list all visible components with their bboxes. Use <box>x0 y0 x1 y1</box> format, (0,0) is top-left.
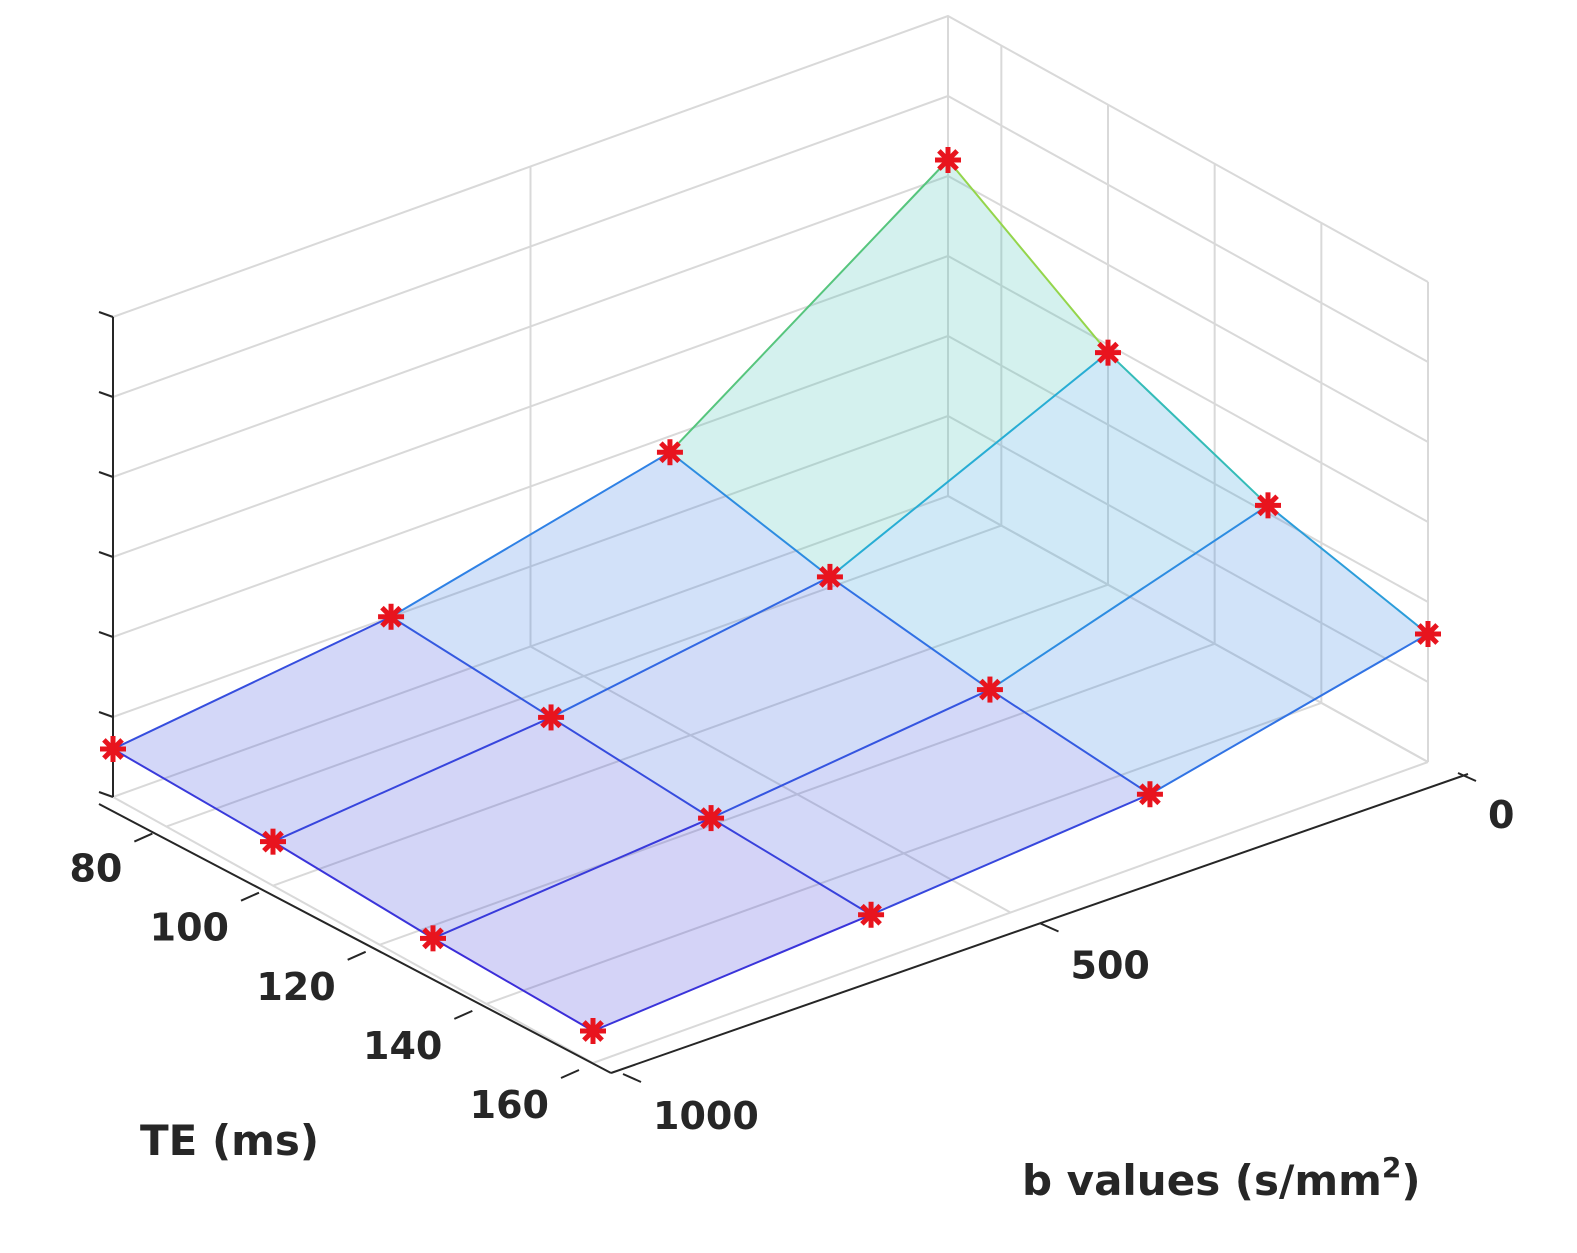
data-point-marker <box>698 805 725 832</box>
surface-patch <box>829 352 1268 690</box>
te-tick <box>347 950 367 961</box>
surface-patch <box>433 818 872 1031</box>
data-point-marker <box>656 439 683 466</box>
marker-layer <box>100 147 1441 1044</box>
data-point-marker <box>1095 339 1121 366</box>
x-axis-label: TE (ms) <box>140 1116 319 1165</box>
data-point-marker <box>816 563 843 590</box>
data-point-marker <box>1255 492 1281 519</box>
floor-b-gridline <box>530 645 1011 914</box>
te-tick-label: 160 <box>470 1083 549 1127</box>
surface-edge <box>1267 504 1429 635</box>
surface-patch <box>989 505 1428 795</box>
z-tick <box>98 471 114 478</box>
surface-edge <box>947 159 1109 354</box>
surface-edge <box>272 840 434 940</box>
te-tick-label: 100 <box>150 906 229 950</box>
floor-b-gridline <box>947 495 1429 763</box>
data-point-marker <box>1136 781 1163 808</box>
surface-edge <box>592 913 872 1032</box>
data-point-marker <box>580 1018 606 1044</box>
surface-patch <box>113 616 552 842</box>
surface-edge <box>1107 351 1269 507</box>
surface-edge <box>432 817 712 940</box>
te-tick <box>560 1069 580 1079</box>
data-point-marker <box>378 603 405 630</box>
z-tick <box>98 631 114 638</box>
te-tick <box>133 832 153 843</box>
b-tick <box>1457 772 1477 782</box>
label-layer: TE (ms) b values (s/mm2) 80 100 120 140 160 0… <box>69 793 1514 1205</box>
surface-edge <box>432 937 594 1032</box>
z-gridline <box>112 14 1429 318</box>
surface-edge <box>272 716 552 843</box>
grid-layer <box>112 14 1429 1064</box>
surface-edge <box>390 451 671 618</box>
surface-edge <box>390 615 552 719</box>
surface-patch <box>669 160 1108 577</box>
te-tick-label: 140 <box>363 1024 442 1068</box>
surface-edge <box>829 576 991 691</box>
te-tick-label: 80 <box>69 847 122 891</box>
b-tick <box>622 1073 642 1083</box>
surface-edge <box>112 615 392 750</box>
surface-edge <box>550 716 712 819</box>
data-point-marker <box>858 901 885 928</box>
surface-edge <box>829 351 1109 578</box>
surface-edge <box>870 793 1151 916</box>
surface-edge <box>550 576 831 719</box>
surface-patch <box>551 576 990 819</box>
data-point-marker <box>538 704 565 731</box>
z-tick <box>98 311 114 318</box>
floor-b-gridline <box>112 796 594 1064</box>
b-tick-label: 500 <box>1071 944 1150 988</box>
data-point-marker <box>100 736 126 762</box>
surface-edge <box>112 748 274 843</box>
te-tick <box>240 891 260 902</box>
surface-edge <box>989 504 1269 691</box>
b-tick <box>1040 922 1059 933</box>
te-tick-label: 120 <box>256 965 335 1009</box>
surface-patch <box>391 452 830 718</box>
b-axis-line <box>610 773 1469 1074</box>
data-point-marker <box>935 147 961 173</box>
y-axis-label-main: b values (s/mm <box>1022 1156 1382 1205</box>
surface-edge <box>710 817 872 916</box>
y-axis-label-close: ) <box>1401 1156 1420 1205</box>
surface-layer <box>112 159 1429 1032</box>
data-point-marker <box>976 676 1003 703</box>
surface-patch <box>711 689 1150 915</box>
data-point-marker <box>420 925 446 952</box>
z-tick <box>98 391 114 398</box>
b-tick-label: 1000 <box>653 1094 759 1138</box>
surface-edge <box>710 688 991 820</box>
y-axis-label-sup: 2 <box>1382 1151 1401 1184</box>
y-axis-label: b values (s/mm2) <box>1022 1151 1421 1205</box>
axis-layer <box>98 311 1477 1083</box>
z-tick <box>98 551 114 558</box>
data-point-marker <box>1415 621 1441 647</box>
data-point-marker <box>260 828 286 855</box>
surface-edge <box>1149 633 1429 796</box>
te-tick <box>453 1009 473 1020</box>
surface-edge <box>669 451 831 578</box>
surface-edge <box>989 688 1151 796</box>
z-tick <box>98 791 114 798</box>
z-tick <box>98 711 114 718</box>
b-tick-label: 0 <box>1488 793 1514 837</box>
surface-patch <box>273 717 712 939</box>
surface-edge <box>669 159 949 453</box>
te-axis-line <box>98 803 612 1074</box>
